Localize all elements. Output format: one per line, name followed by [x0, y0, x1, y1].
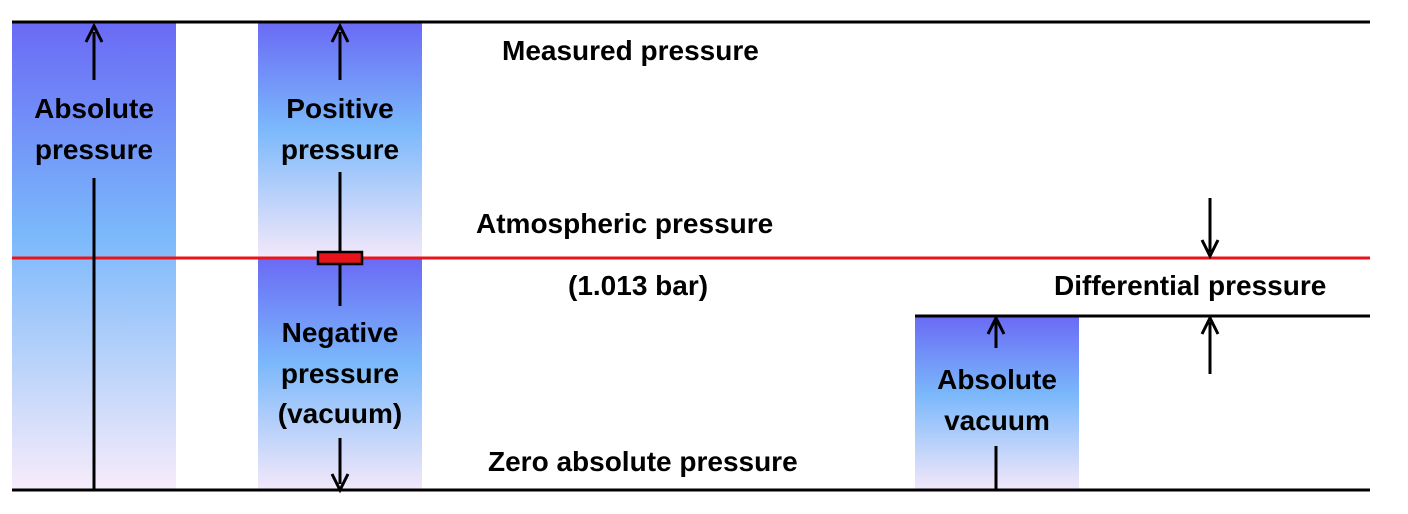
- arrow-up-icon: [1200, 314, 1220, 335]
- measured-pressure-label: Measured pressure: [502, 35, 759, 66]
- arrow-down-icon: [330, 473, 350, 494]
- arrow-up-icon: [330, 22, 350, 43]
- negative-pressure-line-2: pressure: [280, 357, 400, 389]
- absolute-vacuum-line-1: Absolute: [937, 364, 1057, 395]
- arrow-up-icon: [84, 22, 104, 43]
- negative-pressure-line-3: (vacuum): [277, 398, 403, 430]
- positive-pressure-line-2: pressure: [280, 133, 400, 165]
- atmospheric-value-label: (1.013 bar): [568, 270, 709, 301]
- zero-pressure-label: Zero absolute pressure: [488, 446, 798, 477]
- positive-pressure-line-1: Positive: [286, 93, 394, 124]
- negative-pressure-line-1: Negative: [281, 317, 399, 348]
- absolute-pressure-label: Absolute pressure: [4, 89, 184, 170]
- arrow-up-icon: [986, 314, 1006, 335]
- absolute-pressure-line-2: pressure: [34, 133, 154, 165]
- negative-pressure-label: Negative pressure (vacuum): [250, 313, 430, 435]
- absolute-vacuum-label: Absolute vacuum: [907, 360, 1087, 441]
- absolute-vacuum-line-2: vacuum: [944, 404, 1050, 436]
- differential-pressure-label: Differential pressure: [1054, 270, 1327, 301]
- positive-pressure-label: Positive pressure: [250, 89, 430, 170]
- absolute-pressure-line-1: Absolute: [34, 93, 154, 124]
- atmospheric-marker: [316, 250, 364, 266]
- atmospheric-pressure-label: Atmospheric pressure: [476, 208, 774, 239]
- arrow-down-icon: [1200, 239, 1220, 260]
